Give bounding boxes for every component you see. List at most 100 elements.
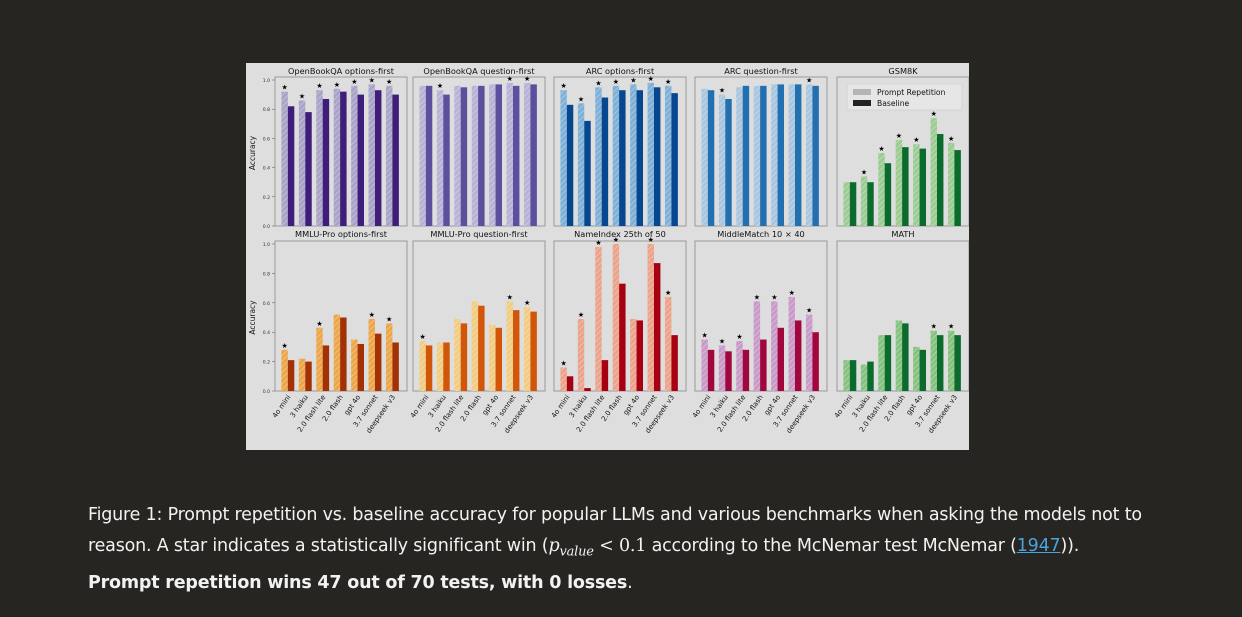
bar-prompt-repetition xyxy=(947,330,955,391)
bar-baseline xyxy=(884,163,892,226)
bar-baseline xyxy=(374,333,382,391)
bar-prompt-repetition xyxy=(612,244,620,391)
legend-label-prompt-repetition: Prompt Repetition xyxy=(877,88,946,97)
y-tick-label: 0.6 xyxy=(263,136,270,142)
bar-baseline xyxy=(425,345,433,391)
significance-star: ★ xyxy=(419,333,425,341)
y-tick-label: 1.0 xyxy=(263,78,270,84)
y-tick-label: 1.0 xyxy=(263,242,270,248)
bar-baseline xyxy=(725,98,732,226)
y-tick-label: 0.2 xyxy=(263,195,270,201)
significance-star: ★ xyxy=(719,87,725,95)
bar-prompt-repetition xyxy=(454,318,461,391)
bar-prompt-repetition xyxy=(595,246,602,391)
bar-baseline xyxy=(671,93,678,226)
bar-baseline xyxy=(812,332,819,391)
bar-baseline xyxy=(777,327,785,391)
significance-star: ★ xyxy=(665,78,671,86)
bar-baseline xyxy=(849,182,857,226)
bar-prompt-repetition xyxy=(736,87,743,226)
bar-prompt-repetition xyxy=(281,349,288,391)
bar-baseline xyxy=(530,84,537,226)
bar-prompt-repetition xyxy=(489,324,496,391)
p-subscript: value xyxy=(559,544,594,560)
panel-mmlu-pro-options-first: MMLU-Pro options-first 0.0 0.2 0.4 0.6 0.8 1.0… xyxy=(248,229,408,435)
caption-text-2: according to the McNemar test McNemar ( xyxy=(646,536,1017,556)
caption-text-3: )). xyxy=(1060,536,1080,556)
bar-prompt-repetition xyxy=(647,244,654,391)
bar-prompt-repetition xyxy=(701,339,708,391)
y-axis-label: Accuracy xyxy=(248,135,257,170)
bar-baseline xyxy=(760,85,767,226)
significance-star: ★ xyxy=(437,82,443,90)
panel-title: OpenBookQA question-first xyxy=(423,66,535,76)
bar-baseline xyxy=(460,87,468,226)
bar-baseline xyxy=(495,84,503,226)
significance-star: ★ xyxy=(613,236,619,244)
legend-box xyxy=(846,83,963,111)
significance-star: ★ xyxy=(754,293,760,301)
bar-baseline xyxy=(357,343,365,391)
bar-prompt-repetition xyxy=(471,85,479,226)
bar-baseline xyxy=(849,360,857,391)
bar-baseline xyxy=(936,134,944,226)
significance-star: ★ xyxy=(913,136,919,144)
bar-baseline xyxy=(392,94,399,226)
bar-baseline xyxy=(512,85,520,226)
bar-baseline xyxy=(919,148,927,226)
panel-openbookqa-options-first: OpenBookQA options-first 0.0 0.2 0.4 0.6 0.8 1… xyxy=(248,66,408,230)
significance-star: ★ xyxy=(351,78,357,86)
panel-title: MiddleMatch 10 × 40 xyxy=(717,229,805,239)
bar-prompt-repetition xyxy=(595,87,602,226)
bar-prompt-repetition xyxy=(385,323,393,391)
bar-prompt-repetition xyxy=(368,84,375,226)
significance-star: ★ xyxy=(507,293,513,301)
bar-prompt-repetition xyxy=(930,117,937,226)
bar-baseline xyxy=(742,85,750,226)
panel-nameindex-25th-of-50: NameIndex 25th of 50★4o mini★3 haiku★2.0… xyxy=(550,229,687,435)
significance-star: ★ xyxy=(524,299,530,307)
panel-title: GSM8K xyxy=(888,66,918,76)
bar-baseline xyxy=(566,104,574,226)
citation-link-1947[interactable]: 1947 xyxy=(1016,536,1061,556)
significance-star: ★ xyxy=(736,333,742,341)
bar-prompt-repetition xyxy=(471,301,479,391)
significance-star: ★ xyxy=(578,95,584,103)
bar-prompt-repetition xyxy=(298,100,306,226)
significance-star: ★ xyxy=(281,84,287,92)
bar-baseline xyxy=(636,320,644,391)
significance-star: ★ xyxy=(578,311,584,319)
y-tick-label: 0.8 xyxy=(263,107,270,113)
bar-baseline xyxy=(707,349,715,391)
bar-prompt-repetition xyxy=(523,82,531,226)
bar-prompt-repetition xyxy=(333,314,341,391)
y-tick-label: 0.8 xyxy=(263,271,270,277)
panel-title: OpenBookQA options-first xyxy=(288,66,395,76)
panel-openbookqa-question-first: OpenBookQA question-first★★ ★ xyxy=(412,66,546,227)
bar-baseline xyxy=(619,90,626,226)
bar-chart-grid: OpenBookQA options-first 0.0 0.2 0.4 0.6 0.8 1… xyxy=(248,66,969,435)
bar-baseline xyxy=(671,335,678,391)
bar-prompt-repetition xyxy=(913,144,920,226)
bar-prompt-repetition xyxy=(664,85,672,226)
bar-baseline xyxy=(936,335,944,391)
bar-baseline xyxy=(884,335,892,391)
y-tick-label: 0.0 xyxy=(263,389,270,395)
significance-star: ★ xyxy=(334,81,340,89)
panel-title: ARC options-first xyxy=(586,66,655,76)
bar-baseline xyxy=(725,351,732,391)
bar-prompt-repetition xyxy=(947,142,955,226)
bar-prompt-repetition xyxy=(771,301,778,391)
bar-baseline xyxy=(794,84,802,226)
bar-baseline xyxy=(601,97,609,226)
panel-title: NameIndex 25th of 50 xyxy=(574,229,666,239)
bar-prompt-repetition xyxy=(771,84,778,226)
significance-star: ★ xyxy=(896,132,902,140)
legend-label-baseline: Baseline xyxy=(877,99,910,108)
bar-prompt-repetition xyxy=(895,139,903,226)
bar-prompt-repetition xyxy=(368,318,375,391)
significance-star: ★ xyxy=(719,337,725,345)
bar-baseline xyxy=(954,150,961,226)
